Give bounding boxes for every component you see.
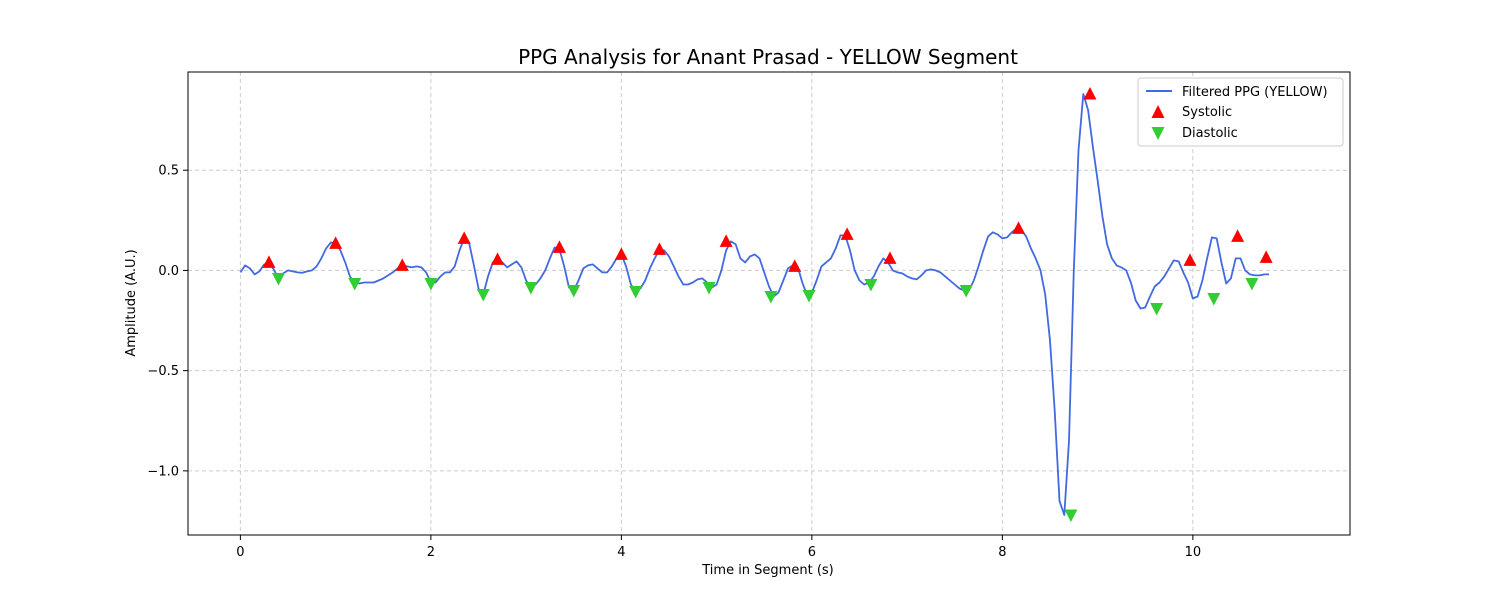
y-tick-label: −1.0 bbox=[147, 464, 179, 479]
diastolic-marker bbox=[1064, 509, 1078, 522]
legend-diastolic-swatch bbox=[1151, 127, 1165, 140]
diastolic-marker bbox=[802, 289, 816, 303]
x-tick-label: 6 bbox=[808, 545, 816, 560]
diastolic-marker bbox=[864, 278, 878, 292]
y-tick-label: −0.5 bbox=[147, 364, 179, 379]
diastolic-marker bbox=[702, 281, 716, 295]
diastolic-marker bbox=[476, 288, 490, 302]
diastolic-marker bbox=[424, 277, 438, 291]
systolic-marker bbox=[788, 259, 802, 272]
x-tick-label: 8 bbox=[998, 545, 1006, 560]
systolic-marker bbox=[652, 242, 666, 255]
chart-title: PPG Analysis for Anant Prasad - YELLOW S… bbox=[518, 45, 1018, 69]
systolic-marker bbox=[1231, 229, 1245, 242]
systolic-marker bbox=[1012, 221, 1026, 234]
systolic-marker bbox=[552, 240, 566, 253]
plot-frame bbox=[187, 71, 1351, 536]
legend-label-filtered: Filtered PPG (YELLOW) bbox=[1182, 85, 1328, 100]
x-tick-label: 2 bbox=[427, 545, 435, 560]
legend-systolic-swatch bbox=[1151, 105, 1165, 118]
x-tick-label: 10 bbox=[1185, 545, 1202, 560]
systolic-marker bbox=[1259, 250, 1273, 263]
diastolic-marker bbox=[348, 277, 362, 291]
diastolic-marker bbox=[629, 285, 643, 299]
tick-layer: 0 2 4 6 8 10 −1.0 −0.5 0.0 0.5 bbox=[147, 164, 1201, 560]
legend-box bbox=[1137, 77, 1344, 147]
diastolic-marker bbox=[1150, 303, 1164, 316]
legend-label-diastolic: Diastolic bbox=[1182, 126, 1238, 141]
diastolic-marker bbox=[1207, 292, 1221, 306]
x-tick-label: 4 bbox=[617, 545, 625, 560]
y-tick-label: 0.0 bbox=[158, 264, 179, 279]
diastolic-marker bbox=[524, 281, 538, 295]
y-tick-label: 0.5 bbox=[158, 164, 179, 179]
grid-layer bbox=[188, 72, 1350, 535]
systolic-marker bbox=[883, 251, 897, 264]
systolic-marker bbox=[262, 255, 276, 268]
legend: Filtered PPG (YELLOW) Systolic Diastolic bbox=[1137, 77, 1344, 147]
x-tick-label: 0 bbox=[236, 545, 244, 560]
ppg-signal-line bbox=[239, 93, 1269, 516]
systolic-marker bbox=[840, 227, 854, 240]
systolic-marker bbox=[491, 252, 505, 265]
data-layer bbox=[239, 87, 1273, 522]
systolic-marker bbox=[1083, 87, 1097, 100]
diastolic-marker bbox=[567, 284, 581, 298]
systolic-marker bbox=[1183, 253, 1197, 266]
systolic-marker bbox=[457, 231, 471, 244]
diastolic-marker bbox=[1245, 277, 1259, 291]
x-axis-label: Time in Segment (s) bbox=[701, 563, 833, 578]
systolic-marker bbox=[395, 258, 409, 271]
diastolic-marker bbox=[764, 290, 778, 304]
systolic-marker bbox=[719, 234, 733, 247]
y-axis-label: Amplitude (A.U.) bbox=[124, 249, 139, 356]
systolic-marker bbox=[329, 236, 343, 249]
systolic-marker bbox=[614, 247, 628, 260]
diastolic-marker bbox=[959, 284, 973, 298]
legend-label-systolic: Systolic bbox=[1182, 105, 1232, 120]
diastolic-marker bbox=[271, 272, 285, 286]
